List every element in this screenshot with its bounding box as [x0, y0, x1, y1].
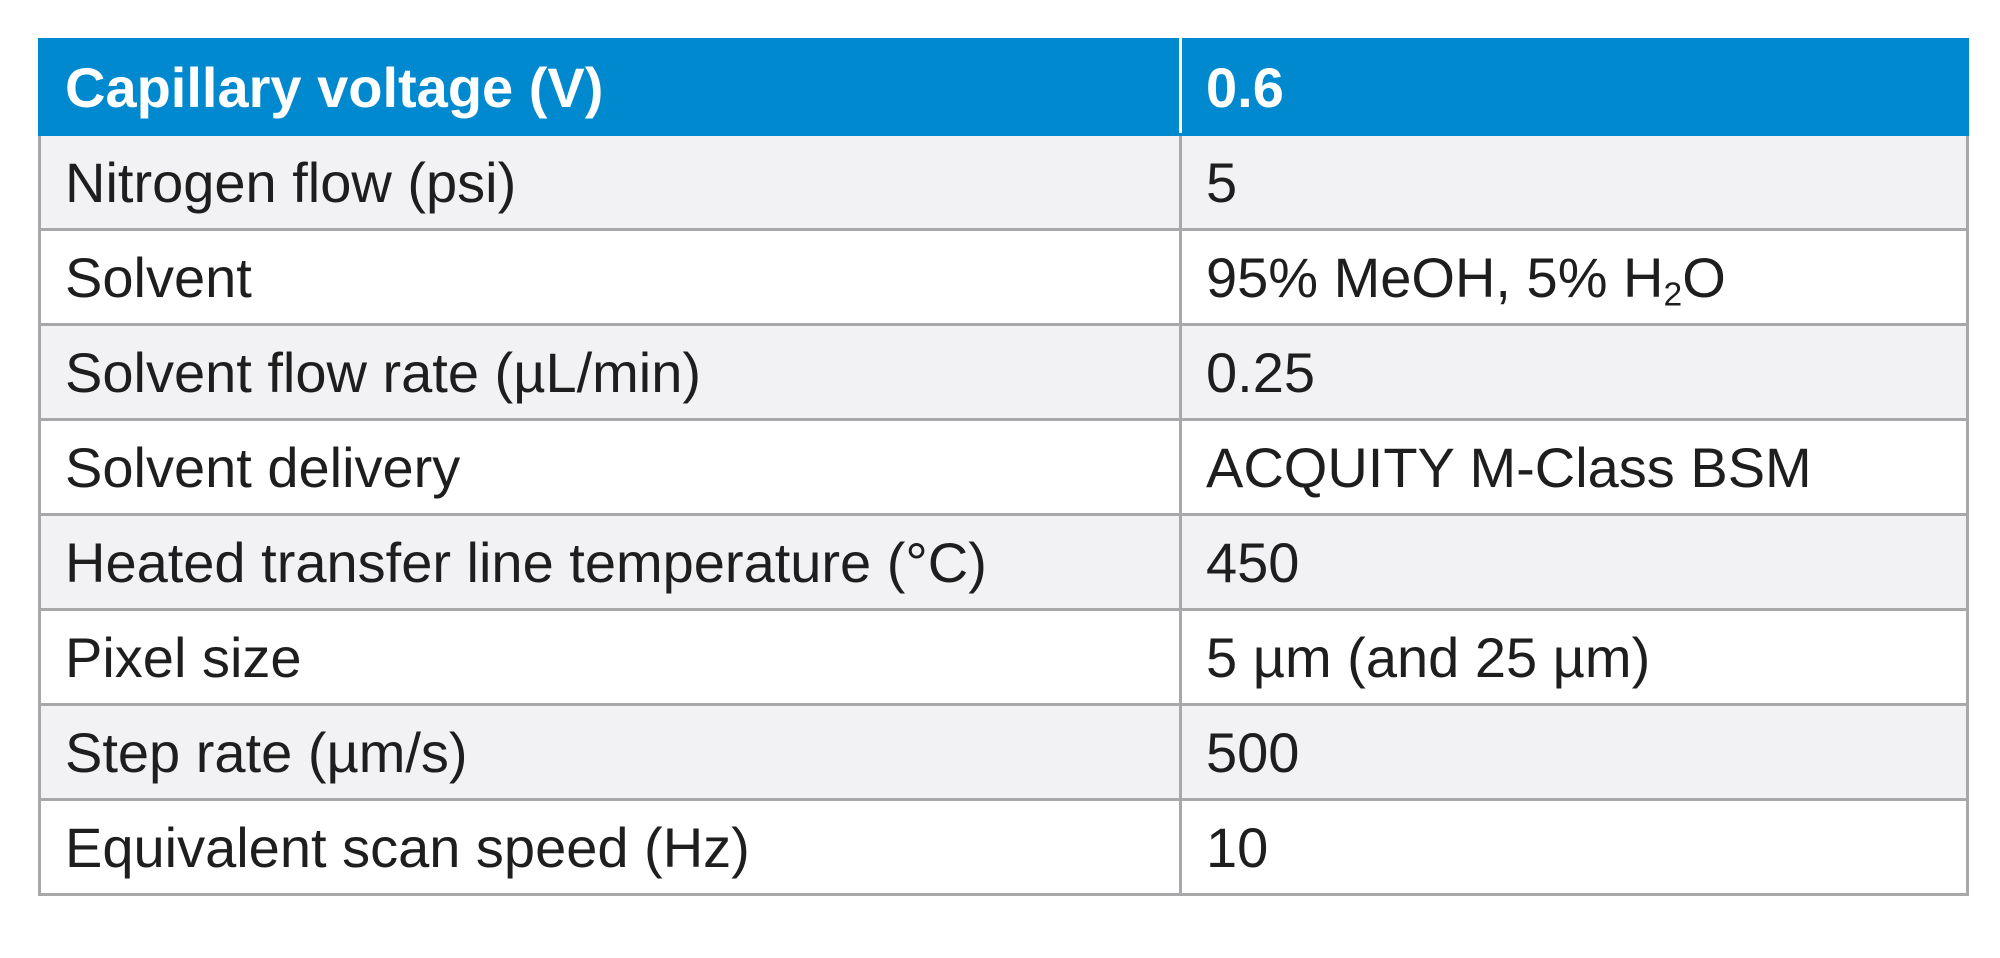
parameter-value: ACQUITY M-Class BSM: [1179, 418, 1969, 516]
parameter-label: Nitrogen flow (psi): [38, 133, 1182, 231]
table-row: Solvent delivery ACQUITY M-Class BSM: [38, 418, 1969, 516]
table-row: Step rate (µm/s) 500: [38, 703, 1969, 801]
parameter-label: Solvent: [38, 228, 1182, 326]
parameter-value: 0.6: [1179, 38, 1969, 136]
table-row: Solvent flow rate (µL/min) 0.25: [38, 323, 1969, 421]
value-suffix: O: [1682, 245, 1726, 309]
table-row: Heated transfer line temperature (°C) 45…: [38, 513, 1969, 611]
table-row: Nitrogen flow (psi) 5: [38, 133, 1969, 231]
parameter-value: 500: [1179, 703, 1969, 801]
parameter-value: 10: [1179, 798, 1969, 896]
parameter-label: Pixel size: [38, 608, 1182, 706]
table-header-row: Capillary voltage (V) 0.6: [38, 38, 1969, 136]
table-row: Pixel size 5 µm (and 25 µm): [38, 608, 1969, 706]
parameter-value: 0.25: [1179, 323, 1969, 421]
parameter-label: Equivalent scan speed (Hz): [38, 798, 1182, 896]
parameter-label: Step rate (µm/s): [38, 703, 1182, 801]
parameter-label: Solvent delivery: [38, 418, 1182, 516]
parameter-value: 5: [1179, 133, 1969, 231]
table-row: Equivalent scan speed (Hz) 10: [38, 798, 1969, 896]
parameter-value: 5 µm (and 25 µm): [1179, 608, 1969, 706]
table-row: Solvent 95% MeOH, 5% H2O: [38, 228, 1969, 326]
parameter-label: Heated transfer line temperature (°C): [38, 513, 1182, 611]
value-subscript: 2: [1663, 275, 1683, 313]
value-prefix: 95% MeOH, 5% H: [1206, 245, 1664, 309]
parameter-value: 95% MeOH, 5% H2O: [1179, 228, 1969, 326]
parameter-value: 450: [1179, 513, 1969, 611]
parameters-table: Capillary voltage (V) 0.6 Nitrogen flow …: [38, 38, 1969, 896]
parameter-label: Capillary voltage (V): [38, 38, 1182, 136]
parameter-label: Solvent flow rate (µL/min): [38, 323, 1182, 421]
